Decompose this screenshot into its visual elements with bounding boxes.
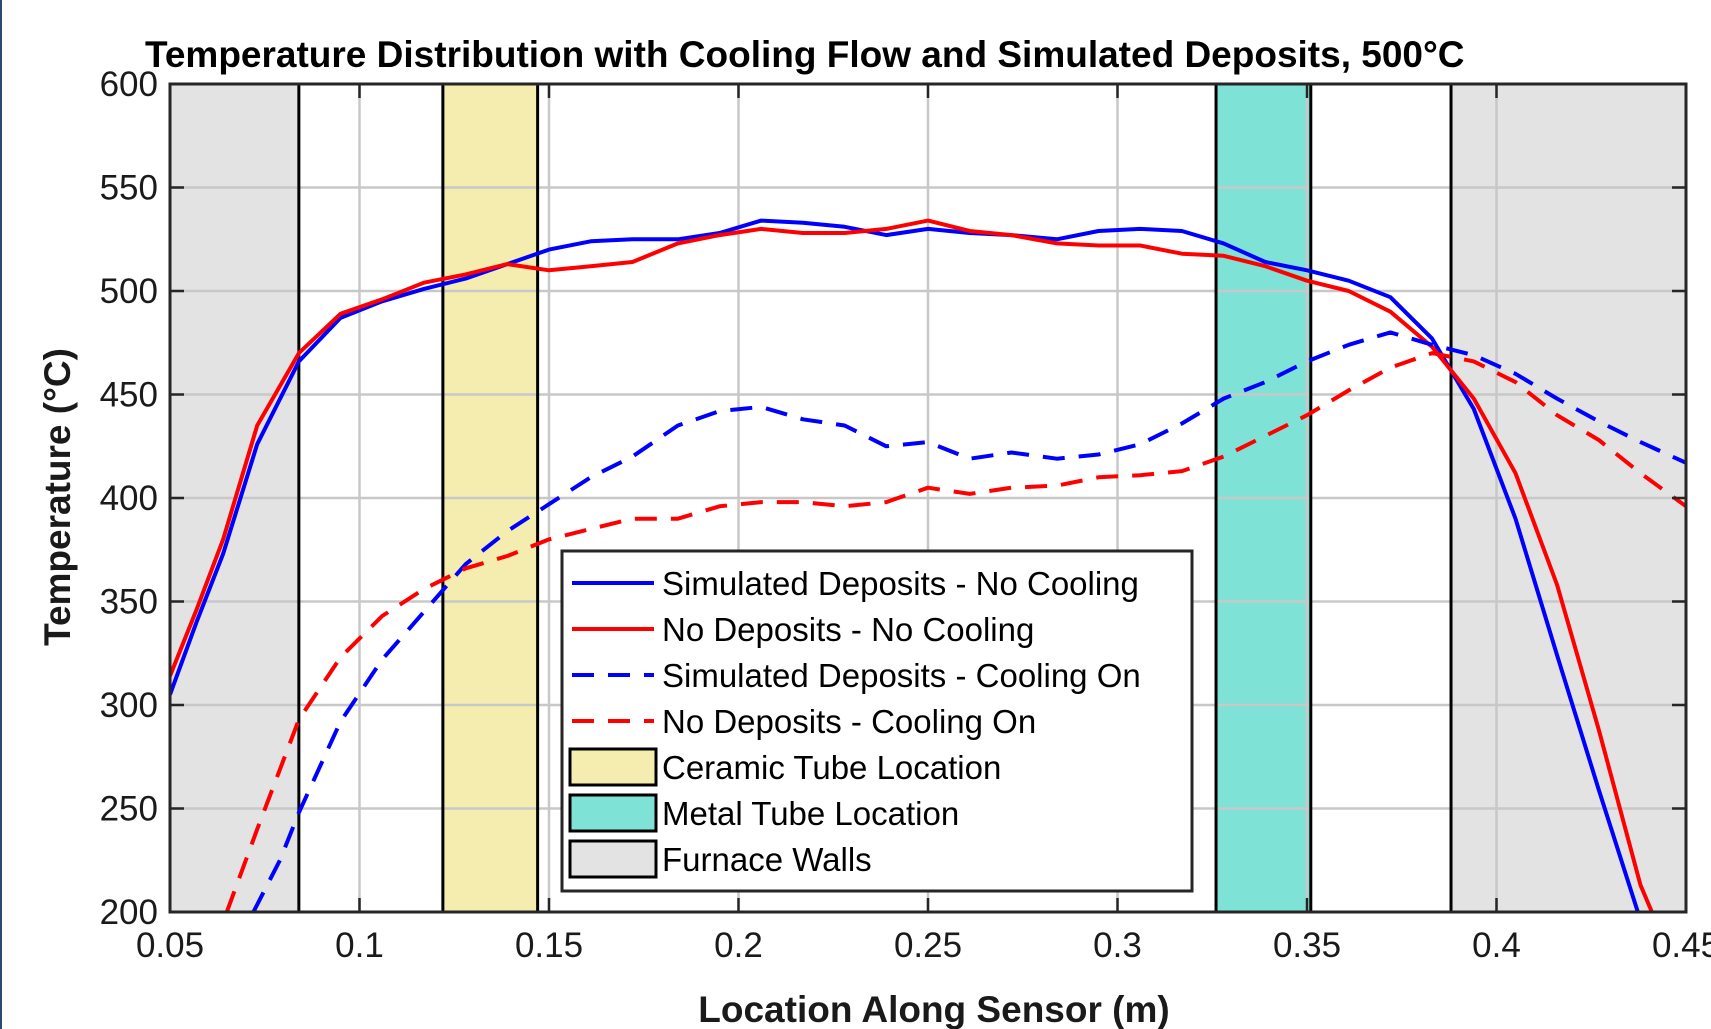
legend-label: Furnace Walls [662, 841, 872, 878]
legend-label: No Deposits - Cooling On [662, 703, 1036, 740]
x-tick-label: 0.35 [1273, 926, 1341, 965]
legend-box [560, 549, 1194, 893]
x-tick-label: 0.25 [894, 926, 962, 965]
y-tick-label: 300 [100, 686, 158, 725]
legend-label: Ceramic Tube Location [662, 749, 1001, 786]
x-tick-label: 0.2 [714, 926, 763, 965]
x-tick-label: 0.3 [1093, 926, 1142, 965]
chart-title: Temperature Distribution with Cooling Fl… [145, 34, 1465, 75]
x-tick-labels: 0.05 0.1 0.15 0.2 0.25 0.3 0.35 0.4 0.45 [136, 926, 1711, 965]
x-tick-label: 0.1 [335, 926, 384, 965]
legend-label: Simulated Deposits - Cooling On [662, 657, 1141, 694]
x-tick-label: 0.15 [515, 926, 583, 965]
y-tick-label: 450 [100, 376, 158, 415]
x-tick-label: 0.05 [136, 926, 204, 965]
legend-patch-swatch [568, 839, 658, 879]
legend-label: Simulated Deposits - No Cooling [662, 565, 1139, 602]
y-axis-label: Temperature (°C) [37, 348, 78, 646]
legend-patch-swatch [568, 793, 658, 833]
y-tick-labels: 200 250 300 350 400 450 500 550 600 [100, 65, 158, 932]
legend-patch-swatch [568, 747, 658, 787]
y-tick-label: 550 [100, 169, 158, 208]
boundary-lines [297, 84, 1453, 912]
data-series [170, 218, 1686, 912]
series-simulated-deposits-cooling-on [251, 330, 1686, 912]
y-tick-label: 250 [100, 790, 158, 829]
y-tick-label: 350 [100, 583, 158, 622]
legend: Simulated Deposits - No Cooling No Deposi… [560, 549, 1194, 893]
x-tick-label: 0.4 [1472, 926, 1521, 965]
x-axis-label: Location Along Sensor (m) [698, 989, 1169, 1029]
plot-area [168, 82, 1688, 914]
x-tick-label: 0.45 [1652, 926, 1711, 965]
y-tick-label: 600 [100, 65, 158, 104]
y-tick-label: 500 [100, 272, 158, 311]
legend-label: No Deposits - No Cooling [662, 611, 1034, 648]
axes [168, 82, 1688, 914]
legend-label: Metal Tube Location [662, 795, 959, 832]
y-tick-label: 400 [100, 479, 158, 518]
y-tick-label: 200 [100, 893, 158, 932]
series-no-deposits-cooling-on [224, 351, 1686, 912]
